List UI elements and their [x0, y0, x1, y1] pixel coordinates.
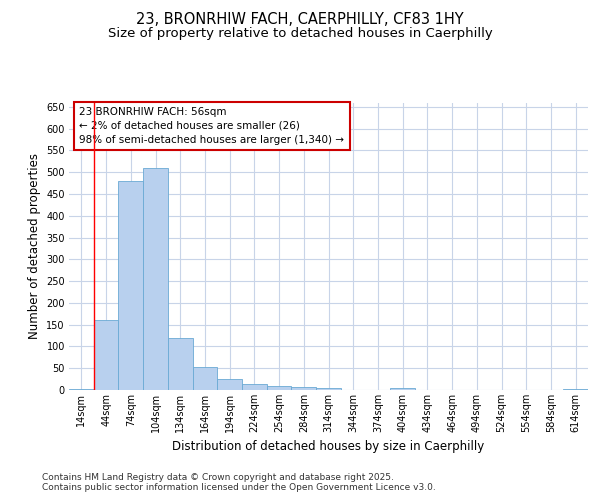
- Text: Contains HM Land Registry data © Crown copyright and database right 2025.: Contains HM Land Registry data © Crown c…: [42, 472, 394, 482]
- Text: 23 BRONRHIW FACH: 56sqm
← 2% of detached houses are smaller (26)
98% of semi-det: 23 BRONRHIW FACH: 56sqm ← 2% of detached…: [79, 107, 344, 145]
- Bar: [316, 388, 341, 390]
- Bar: [292, 386, 316, 390]
- Bar: [69, 388, 94, 390]
- Bar: [242, 384, 267, 390]
- Y-axis label: Number of detached properties: Number of detached properties: [28, 153, 41, 340]
- Text: Contains public sector information licensed under the Open Government Licence v3: Contains public sector information licen…: [42, 484, 436, 492]
- Bar: [217, 379, 242, 390]
- Bar: [118, 181, 143, 390]
- X-axis label: Distribution of detached houses by size in Caerphilly: Distribution of detached houses by size …: [172, 440, 485, 454]
- Text: Size of property relative to detached houses in Caerphilly: Size of property relative to detached ho…: [107, 28, 493, 40]
- Bar: [94, 320, 118, 390]
- Bar: [267, 386, 292, 390]
- Bar: [563, 389, 588, 390]
- Bar: [390, 388, 415, 390]
- Bar: [143, 168, 168, 390]
- Bar: [168, 338, 193, 390]
- Bar: [193, 368, 217, 390]
- Text: 23, BRONRHIW FACH, CAERPHILLY, CF83 1HY: 23, BRONRHIW FACH, CAERPHILLY, CF83 1HY: [136, 12, 464, 28]
